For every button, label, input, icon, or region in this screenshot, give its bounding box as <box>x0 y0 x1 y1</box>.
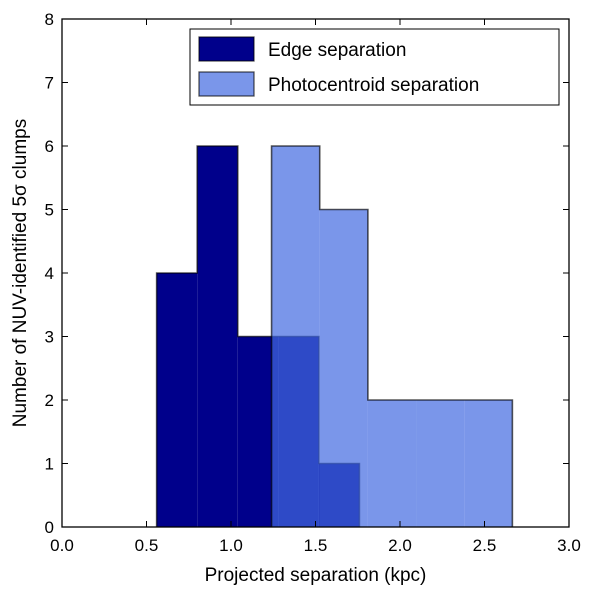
legend: Edge separation Photocentroid separation <box>189 28 560 106</box>
bars-layer <box>155 145 514 527</box>
y-tick-label: 0 <box>45 518 54 537</box>
legend-swatch-2 <box>198 71 255 97</box>
series-1-bar-2 <box>197 146 238 527</box>
y-tick-label: 5 <box>45 201 54 220</box>
y-tick-label: 3 <box>45 328 54 347</box>
x-tick-label: 2.5 <box>473 536 497 555</box>
series-2-bars <box>270 145 514 527</box>
series-2-bar-2 <box>319 209 368 527</box>
y-tick-label: 4 <box>45 264 54 283</box>
y-tick-label: 1 <box>45 455 54 474</box>
series-2-bar-5 <box>464 400 513 527</box>
y-tick-label: 8 <box>45 10 54 29</box>
x-tick-label: 3.0 <box>557 536 581 555</box>
series-2-bar-4 <box>416 400 465 527</box>
y-tick-label: 2 <box>45 391 54 410</box>
legend-label-2: Photocentroid separation <box>268 75 479 96</box>
y-tick-label: 6 <box>45 137 54 156</box>
y-axis-label: Number of NUV-identified 5σ clumps <box>10 119 31 427</box>
x-tick-label: 1.5 <box>304 536 328 555</box>
series-2-outline <box>270 145 514 527</box>
series-2-bar-1 <box>271 146 320 527</box>
legend-label-1: Edge separation <box>268 40 406 61</box>
series-1-bar-1 <box>156 273 198 527</box>
ticks-layer: 0.0 0.5 1.0 1.5 2.0 2.5 3.0 0 1 2 3 4 5 6 7 8 <box>45 10 581 555</box>
y-tick-label: 7 <box>45 74 54 93</box>
legend-swatch-1 <box>198 36 255 62</box>
x-tick-label: 1.0 <box>219 536 243 555</box>
x-tick-label: 2.0 <box>388 536 412 555</box>
x-tick-label: 0.5 <box>135 536 159 555</box>
series-2-bar-3 <box>367 400 417 527</box>
x-axis-label: Projected separation (kpc) <box>205 565 427 586</box>
x-tick-label: 0.0 <box>50 536 74 555</box>
